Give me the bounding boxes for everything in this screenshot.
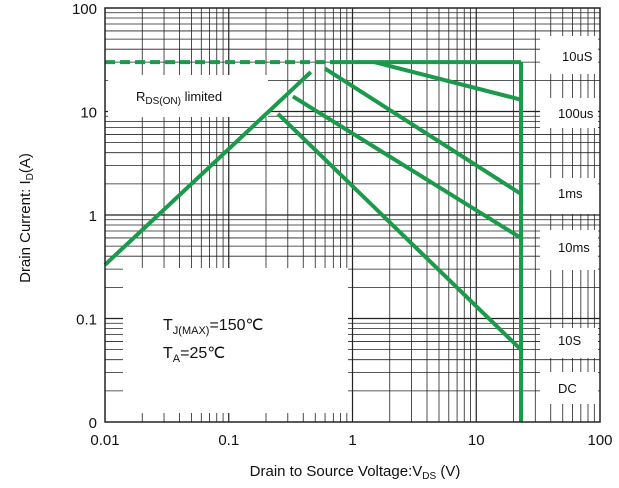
y-tick-label: 0.1 (76, 312, 97, 329)
x-tick-label: 0.01 (90, 432, 119, 449)
label-10us: 10uS (562, 49, 593, 64)
label-box (123, 268, 348, 413)
label-dc: DC (558, 381, 577, 396)
x-tick-label: 1 (348, 432, 356, 449)
tj-max-label: TJ(MAX)=150℃ (163, 317, 263, 337)
ta-label: TA=25℃ (163, 345, 225, 365)
label-10ms: 10ms (558, 240, 590, 255)
series-line-2 (373, 60, 522, 102)
label-10s: 10S (558, 333, 581, 348)
rds-on-limited-label: RDS(ON) limited (136, 89, 222, 107)
x-tick-label: 0.1 (218, 432, 239, 449)
label-box (540, 98, 598, 128)
y-tick-label: 100 (72, 1, 97, 18)
label-100us: 100us (558, 106, 594, 121)
series-line-3 (323, 66, 523, 196)
label-box (540, 36, 598, 74)
x-axis-label: Drain to Source Voltage:VDS (V) (250, 463, 461, 482)
series-line-4 (291, 94, 523, 240)
y-axis-label: Drain Current: ID(A) (17, 153, 36, 283)
y-tick-label: 0 (89, 415, 97, 432)
y-tick-label: 1 (89, 208, 97, 225)
series-line-6 (103, 70, 313, 267)
x-tick-label: 10 (468, 432, 485, 449)
label-box (540, 372, 598, 404)
label-box (540, 178, 598, 214)
series-lines (103, 60, 523, 422)
label-boxes (108, 36, 598, 413)
plot-frame (104, 7, 601, 423)
label-box (540, 230, 598, 270)
label-1ms: 1ms (558, 186, 583, 201)
label-box (540, 328, 598, 358)
label-box (108, 75, 268, 117)
x-tick-label: 100 (587, 432, 612, 449)
tick-labels: 0.01 0.1 1 10 100 0 0.1 1 10 100 (72, 1, 613, 449)
y-tick-label: 10 (80, 105, 97, 122)
series-line-5 (276, 112, 523, 352)
